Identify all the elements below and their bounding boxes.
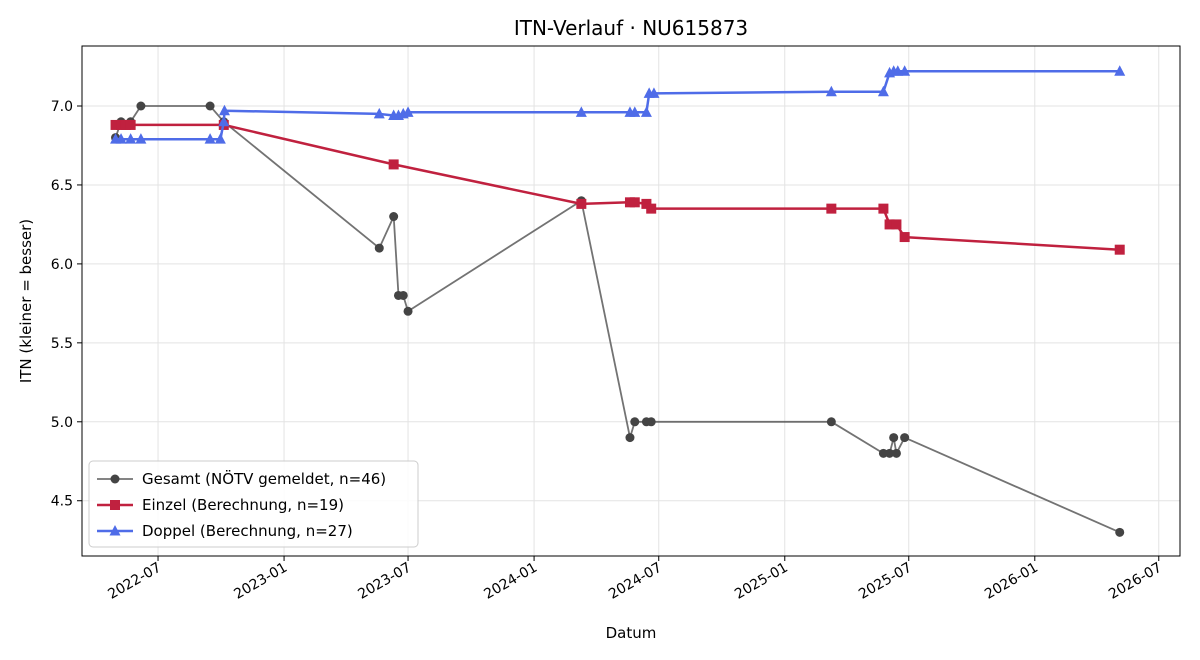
y-tick-label: 7.0 xyxy=(51,99,73,115)
series-line xyxy=(115,123,1120,251)
data-point xyxy=(878,448,888,458)
legend-marker xyxy=(110,500,120,510)
data-point xyxy=(646,417,656,427)
data-point xyxy=(648,87,660,98)
data-point xyxy=(625,433,635,443)
series-layer xyxy=(110,65,1126,537)
data-point xyxy=(576,198,587,209)
x-tick-label: 2022-07 xyxy=(105,560,164,603)
series-line xyxy=(115,70,1120,141)
legend-label: Doppel (Berechnung, n=27) xyxy=(142,522,353,540)
data-point xyxy=(214,133,226,144)
data-point xyxy=(630,417,640,427)
data-point xyxy=(878,203,889,214)
legend-label: Einzel (Berechnung, n=19) xyxy=(142,496,344,514)
data-point xyxy=(135,133,147,144)
y-axis: 4.5 5.0 5.5 6.0 6.5 7.0 xyxy=(51,99,82,510)
data-point xyxy=(889,433,899,443)
data-point xyxy=(884,219,895,230)
x-tick-label: 2024-01 xyxy=(481,560,540,603)
x-tick-label: 2023-01 xyxy=(231,560,290,603)
data-point xyxy=(136,101,146,111)
data-point xyxy=(826,203,837,214)
y-tick-label: 6.5 xyxy=(51,178,73,194)
legend: Gesamt (NÖTV gemeldet, n=46) Einzel (Bere… xyxy=(88,460,419,548)
data-point xyxy=(389,212,399,222)
x-tick-label: 2023-07 xyxy=(355,560,414,603)
data-point xyxy=(825,85,837,97)
legend-box xyxy=(88,460,419,548)
data-point xyxy=(110,119,121,130)
data-point xyxy=(125,133,137,144)
x-tick-label: 2025-01 xyxy=(732,560,791,603)
data-point xyxy=(640,106,652,117)
data-point xyxy=(1115,527,1125,537)
grid xyxy=(82,46,1180,556)
data-point xyxy=(891,448,901,458)
data-point xyxy=(1114,65,1126,76)
x-axis: 2022-07 2023-01 2023-07 2024-01 2024-07 2025-… xyxy=(105,556,1165,603)
series-triangle xyxy=(110,65,1126,144)
data-point xyxy=(125,119,136,130)
data-point xyxy=(646,203,657,214)
data-point xyxy=(899,65,911,76)
data-point xyxy=(402,106,414,117)
chart-title: ITN-Verlauf · NU615873 xyxy=(514,16,748,40)
data-point xyxy=(899,232,910,243)
data-point xyxy=(826,417,836,427)
x-tick-label: 2024-07 xyxy=(606,560,665,603)
y-tick-label: 6.0 xyxy=(51,257,73,273)
data-point xyxy=(218,104,230,116)
data-point xyxy=(373,107,385,119)
data-point xyxy=(204,133,216,144)
y-tick-label: 5.5 xyxy=(51,336,73,352)
data-point xyxy=(575,106,587,117)
data-point xyxy=(205,101,215,111)
data-point xyxy=(629,106,641,117)
x-tick-label: 2025-07 xyxy=(856,560,915,603)
legend-label: Gesamt (NÖTV gemeldet, n=46) xyxy=(142,469,386,488)
y-tick-label: 5.0 xyxy=(51,415,73,431)
data-point xyxy=(218,115,230,127)
y-tick-label: 4.5 xyxy=(51,494,73,510)
data-point xyxy=(403,306,413,316)
legend-marker xyxy=(109,525,121,536)
data-point xyxy=(115,133,127,144)
data-point xyxy=(388,159,399,170)
data-point xyxy=(629,197,640,208)
plot-frame xyxy=(81,45,1181,557)
data-point xyxy=(374,243,384,253)
legend-marker xyxy=(110,474,120,484)
data-point xyxy=(398,290,408,300)
y-axis-label: ITN (kleiner = besser) xyxy=(17,219,35,383)
data-point xyxy=(885,448,895,458)
x-tick-label: 2026-07 xyxy=(1106,560,1165,603)
data-point xyxy=(1114,244,1125,255)
data-point xyxy=(891,219,902,230)
x-tick-label: 2026-01 xyxy=(982,560,1041,603)
x-axis-label: Datum xyxy=(606,624,657,642)
data-point xyxy=(900,433,910,443)
series-square xyxy=(110,119,1125,255)
data-point xyxy=(877,85,889,97)
